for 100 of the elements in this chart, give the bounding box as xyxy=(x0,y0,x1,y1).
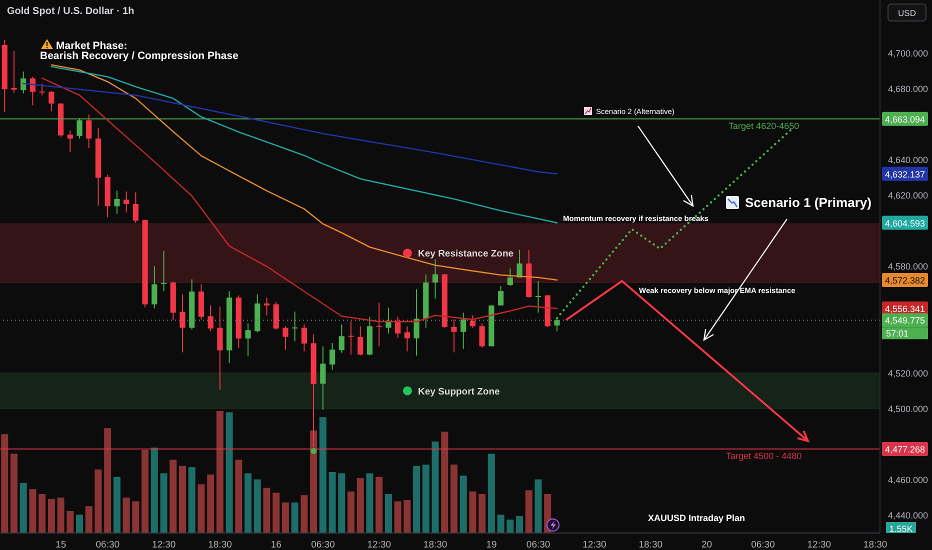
bar xyxy=(450,464,458,533)
y-tick-label: 4,460.000 xyxy=(888,474,928,485)
bar xyxy=(216,411,224,533)
bar xyxy=(469,492,476,533)
x-tick-label: 12:30 xyxy=(807,540,832,550)
candlestick xyxy=(386,307,392,334)
x-tick-label: 06:30 xyxy=(751,540,775,550)
bar xyxy=(170,460,177,533)
bar xyxy=(57,498,64,533)
bar xyxy=(460,476,467,533)
y-axis-title: USD xyxy=(898,8,916,18)
annotation: Bearish Recovery / Compression Phase xyxy=(40,50,239,62)
bar xyxy=(132,501,140,533)
bar xyxy=(404,500,411,533)
text: 1.55K xyxy=(889,524,913,534)
bar xyxy=(66,511,74,533)
bar xyxy=(20,482,27,533)
bar xyxy=(356,478,364,533)
candlestick xyxy=(20,71,26,94)
x-tick-label: 18:30 xyxy=(863,540,888,550)
text: 4,572.382 xyxy=(884,276,926,286)
bar xyxy=(160,473,168,533)
y-tick-label: 4,640.000 xyxy=(888,155,928,166)
bar xyxy=(291,502,298,533)
candlestick xyxy=(11,50,17,94)
bar xyxy=(366,473,374,533)
bar xyxy=(1,434,8,533)
candlestick xyxy=(338,324,344,354)
annotation: XAUUSD Intraday Plan xyxy=(648,513,746,523)
line-series xyxy=(50,64,558,281)
bar xyxy=(488,454,495,533)
bar xyxy=(506,520,514,533)
bar xyxy=(113,476,120,533)
bar xyxy=(376,476,383,533)
bar xyxy=(422,464,430,533)
candlestick xyxy=(507,268,513,287)
candlestick xyxy=(329,342,336,370)
x-tick-label: 06:30 xyxy=(526,540,550,550)
bar xyxy=(198,484,205,533)
candlestick xyxy=(498,286,504,306)
candlestick xyxy=(67,130,73,153)
x-tick-label: 12:30 xyxy=(152,540,176,550)
candlestick xyxy=(217,306,223,390)
candlestick xyxy=(320,346,326,410)
candlestick xyxy=(48,90,54,112)
candlestick xyxy=(358,326,364,356)
bar xyxy=(29,489,36,533)
x-tick-label: 06:30 xyxy=(96,540,120,550)
bar xyxy=(282,502,289,533)
y-tick-label: 4,680.000 xyxy=(888,84,928,94)
bar xyxy=(254,479,261,533)
bar xyxy=(441,432,448,533)
bar xyxy=(150,448,158,533)
candlestick xyxy=(348,320,354,356)
bar xyxy=(104,428,112,533)
candlestick xyxy=(432,258,438,300)
bar xyxy=(94,470,102,533)
text: 4,477.268 xyxy=(884,444,926,455)
bar xyxy=(338,473,346,533)
bar xyxy=(48,498,55,533)
bar xyxy=(76,514,84,533)
bar xyxy=(244,473,252,533)
candlestick xyxy=(39,83,45,96)
bar xyxy=(235,460,242,533)
bar xyxy=(226,412,233,533)
text: 4,632.137 xyxy=(884,169,926,180)
y-tick-label: 4,440.000 xyxy=(888,510,928,520)
bar xyxy=(188,467,196,533)
y-tick-label: 4,620.000 xyxy=(888,190,928,201)
bar xyxy=(263,488,270,533)
x-tick-label: 16 xyxy=(270,540,282,550)
candlestick xyxy=(160,250,167,292)
bar xyxy=(300,495,308,533)
candlestick xyxy=(479,322,485,348)
x-tick-label: 19 xyxy=(486,540,497,550)
y-tick-label: 4,580.000 xyxy=(888,262,928,272)
band-label: Key Support Zone xyxy=(418,386,500,398)
candlestick xyxy=(404,326,410,352)
bar xyxy=(142,450,149,533)
bar xyxy=(319,417,326,533)
x-tick-label: 20 xyxy=(702,540,712,550)
text: Gold Spot / U.S. Dollar · 1h xyxy=(7,6,134,17)
candlestick xyxy=(152,265,158,309)
candlestick xyxy=(180,294,186,353)
candlestick xyxy=(132,192,138,224)
bar xyxy=(328,472,336,533)
bar xyxy=(310,430,318,533)
candlestick xyxy=(516,249,522,278)
x-tick-label: 18:30 xyxy=(638,540,663,550)
bar xyxy=(85,506,92,533)
bar xyxy=(534,479,542,533)
bar xyxy=(178,466,186,533)
ref-line-label: Target 4500 - 4480 xyxy=(726,451,802,462)
candlestick xyxy=(264,297,270,316)
candlestick xyxy=(124,191,130,213)
y-tick-label: 4,520.000 xyxy=(888,368,928,378)
candlestick xyxy=(535,280,542,314)
bar xyxy=(432,442,439,533)
text: 4,556.341 xyxy=(884,304,926,314)
candlestick xyxy=(451,318,457,353)
